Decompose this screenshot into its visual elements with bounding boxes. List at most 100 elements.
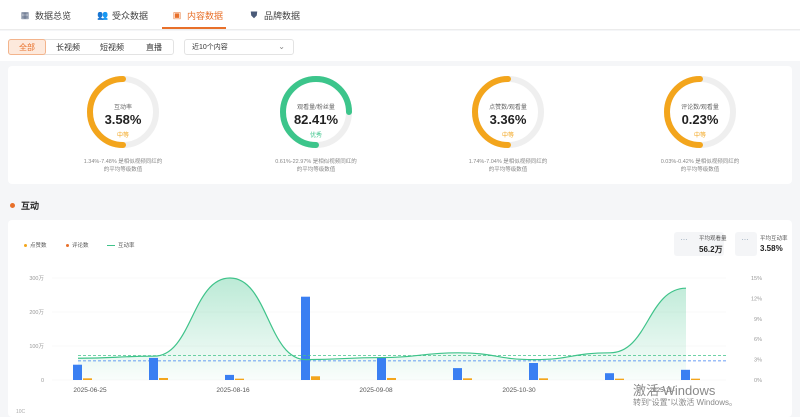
legend-likes-swatch — [24, 243, 27, 247]
gauge-arc — [472, 76, 511, 148]
likes-bar — [377, 357, 386, 380]
comments-bar — [159, 377, 168, 380]
gauge-ring — [87, 76, 159, 148]
y-right-tick: 9% — [754, 317, 762, 323]
stat-avg-rate: ⋯ — [735, 232, 757, 256]
legend-likes[interactable]: 点赞数 — [24, 241, 47, 249]
legend-likes-label: 点赞数 — [30, 243, 47, 249]
chip-long-video[interactable]: 长视频 — [56, 42, 80, 52]
gauge-value: 3.58% — [104, 112, 142, 127]
rate-line — [77, 277, 687, 361]
gauge-desc-2: 的平均等级数值 — [680, 167, 720, 173]
stat-avg-rate-title: 平均互动率 — [760, 236, 788, 242]
gauge-label: 评论数/观看量 — [681, 105, 719, 111]
chip-live[interactable]: 直播 — [146, 42, 162, 52]
likes-bar — [225, 374, 234, 380]
y-left-tick: 0 — [41, 378, 44, 384]
gauge-grade: 中等 — [693, 133, 706, 139]
gauge-ring — [472, 76, 544, 148]
comments-bar — [615, 378, 624, 380]
gauge-value: 82.41% — [293, 112, 339, 127]
stat-avg-views-title: 平均观看量 — [699, 236, 727, 242]
likes-bar — [149, 357, 158, 380]
gauge-desc: 0.03%-0.42% 是相似视频同红的 — [660, 159, 740, 165]
likes-bar — [301, 296, 310, 380]
y-left-tick: 300万 — [29, 275, 44, 282]
top-nav: ▦ 数据总览 👥 受众数据 ▣ 内容数据 ⛊ 品牌数据 — [0, 0, 800, 30]
legend-comments-label: 评论数 — [72, 243, 89, 249]
tab-brand[interactable]: ⛊ 品牌数据 — [249, 0, 300, 30]
legend-rate-label: 互动率 — [118, 243, 135, 249]
x-tick: 2025-06-25 — [73, 387, 107, 394]
x-tick: 2025-08-16 — [216, 387, 250, 394]
gauge-arc — [280, 76, 352, 148]
corner-label: 10C — [16, 409, 26, 415]
gauge-label: 互动率 — [113, 105, 132, 111]
gauge-value: 3.36% — [489, 112, 527, 127]
stat-avg-views-value: 56.2万 — [699, 245, 723, 254]
range-select-value: 近10个内容 — [192, 44, 228, 51]
likes-bar — [529, 363, 538, 380]
gauge-desc-2: 的平均等级数值 — [296, 167, 336, 173]
tab-content[interactable]: ▣ 内容数据 — [172, 0, 223, 30]
legend-rate[interactable]: 互动率 — [107, 241, 135, 249]
rate-area — [78, 278, 686, 380]
section-title-text: 互动 — [21, 201, 40, 211]
tab-content-label: 内容数据 — [187, 10, 224, 21]
grid-icon: ▦ — [20, 9, 30, 20]
x-tick: 2025-09-08 — [359, 387, 393, 394]
tab-audience[interactable]: 👥 受众数据 — [97, 0, 148, 30]
gauge-interaction-rate: 互动率 3.58% 中等 1.34%-7.48% 是相似视频同红的 的平均等级数… — [28, 72, 218, 182]
gauge-grade: 中等 — [501, 133, 514, 139]
comments-bar — [83, 378, 92, 380]
gauge-ring — [664, 76, 736, 148]
x-tick: 2025-11- — [649, 387, 675, 394]
tab-overview-label: 数据总览 — [35, 10, 72, 21]
filter-bar: 全部 长视频 短视频 直播 近10个内容 ⌄ — [0, 31, 800, 61]
likes-bar — [453, 368, 462, 380]
gauge-desc: 1.34%-7.48% 是相似视频同红的 — [83, 159, 163, 165]
gauge-desc-2: 的平均等级数值 — [488, 167, 528, 173]
x-tick: 2025-10-30 — [502, 387, 536, 394]
gauge-desc-2: 的平均等级数值 — [103, 167, 143, 173]
active-tab-indicator — [162, 27, 226, 29]
shield-icon: ⛊ — [250, 9, 258, 20]
comments-bar — [691, 378, 700, 380]
legend-comments[interactable]: 评论数 — [66, 241, 89, 249]
stat-rate-icon: ⋯ — [741, 237, 749, 244]
section-title: 互动 — [10, 199, 39, 212]
gauge-grade: 中等 — [116, 133, 129, 139]
comments-bar — [387, 377, 396, 380]
likes-bar — [681, 369, 690, 380]
gauge-view-follower: 观看量/粉丝量 82.41% 优秀 0.61%-22.97% 是相似视频同红的 … — [221, 72, 411, 182]
windows-watermark-subtitle: 转到“设置”以激活 Windows。 — [633, 398, 738, 407]
chevron-down-icon: ⌄ — [278, 42, 285, 51]
comments-bar — [539, 378, 548, 380]
legend-rate-line — [107, 244, 115, 246]
range-select[interactable]: 近10个内容 ⌄ — [184, 39, 294, 55]
stat-avg-rate-value: 3.58% — [760, 244, 783, 253]
gauge-desc: 1.74%-7.04% 是相似视频同红的 — [468, 159, 548, 165]
comments-bar — [311, 376, 320, 380]
gauge-arc — [664, 76, 703, 148]
metrics-panel: 互动率 3.58% 中等 1.34%-7.48% 是相似视频同红的 的平均等级数… — [8, 66, 792, 184]
interaction-chart-card: 点赞数 评论数 互动率 ⋯ 平均观看量 56.2万 ⋯ 平均互动率 3.58% … — [8, 220, 792, 417]
windows-watermark-title: 激活 Windows — [633, 383, 716, 398]
stat-avg-views: ⋯ — [674, 232, 724, 256]
y-right-tick: 12% — [751, 296, 762, 302]
gauge-desc: 0.61%-22.97% 是相似视频同红的 — [275, 159, 357, 165]
document-icon: ▣ — [172, 9, 182, 20]
interaction-chart: 300万 200万 100万 0 15% 12% 9% 6% 3% 0% 2025-06-25 202… — [29, 275, 762, 394]
y-right-tick: 15% — [751, 276, 762, 282]
y-left-tick: 200万 — [29, 309, 44, 316]
gauge-comment-view: 评论数/观看量 0.23% 中等 0.03%-0.42% 是相似视频同红的 的平… — [605, 72, 795, 182]
chip-short-video[interactable]: 短视频 — [100, 42, 124, 52]
tab-overview[interactable]: ▦ 数据总览 — [20, 0, 71, 30]
chip-all[interactable]: 全部 — [8, 39, 46, 55]
y-right-tick: 0% — [754, 378, 762, 384]
y-right-tick: 3% — [754, 358, 762, 364]
likes-bar — [605, 373, 614, 380]
gauge-grade: 优秀 — [309, 133, 322, 139]
legend-comments-swatch — [66, 243, 69, 247]
gauge-like-view: 点赞数/观看量 3.36% 中等 1.74%-7.04% 是相似视频同红的 的平… — [413, 72, 603, 182]
